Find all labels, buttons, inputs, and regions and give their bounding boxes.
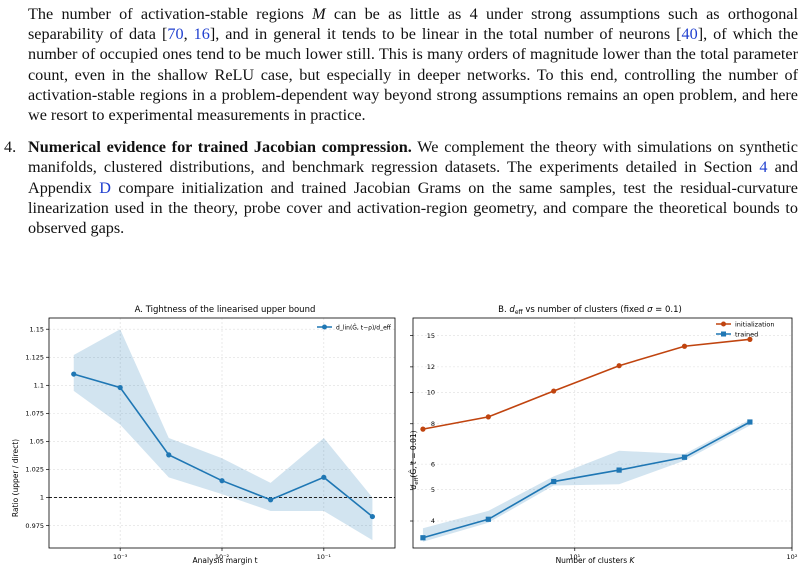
y-tick-label: 4 — [431, 517, 435, 525]
y-tick-label: 6 — [431, 460, 435, 468]
chart-a-legend: d_lin(Ĝ, t−ρ)/d_eff — [317, 324, 392, 332]
confidence-band — [73, 329, 373, 541]
data-point — [681, 343, 688, 349]
series-line — [422, 338, 750, 430]
item-heading: Numerical evidence for trained Jacobian … — [28, 138, 412, 157]
chart-a: A. Tightness of the linearised upper bou… — [11, 305, 396, 565]
text-span: The number of activation-stable regions — [28, 5, 313, 23]
chart-b-band — [422, 419, 750, 542]
legend-marker-trained — [721, 331, 726, 337]
data-point — [321, 474, 327, 480]
chart-b-ylabel: deff(Ĝ, t = 0.01) — [409, 430, 420, 489]
text-span: compare initialization and trained Jacob… — [28, 178, 798, 238]
y-tick-label: 0.975 — [25, 522, 44, 530]
y-tick-label: 1.025 — [25, 466, 44, 474]
chart-b: B. deff vs number of clusters (fixed σ =… — [409, 305, 798, 565]
data-point — [681, 454, 688, 460]
section-link[interactable]: 4 — [759, 158, 768, 177]
text-span: can be as little as 4 under strong assum… — [28, 5, 798, 44]
y-tick-label: 15 — [427, 332, 435, 340]
legend-marker-init — [721, 321, 726, 327]
chart-b-axes: 4 5 6 8 10 12 15 10¹ 10² — [410, 317, 798, 561]
chart-a-ylabel: Ratio (upper / direct) — [11, 439, 20, 517]
x-tick-label: 10⁻² — [215, 553, 230, 561]
y-tick-label: 1.1 — [34, 382, 44, 390]
chart-a-xlabel: Analysis margin t — [192, 556, 257, 565]
citation-link-40[interactable]: 40 — [681, 25, 698, 44]
list-item-4: 4. Numerical evidence for trained Jacobia… — [4, 137, 798, 238]
data-point — [71, 371, 77, 377]
data-point — [420, 535, 426, 541]
confidence-band — [422, 419, 750, 542]
chart-b-title: B. deff vs number of clusters (fixed σ =… — [498, 305, 682, 316]
x-tick-label: 10⁻¹ — [317, 553, 332, 561]
paragraph-regions: The number of activation-stable regions … — [28, 4, 798, 125]
text-span: , — [183, 25, 194, 44]
chart-a-series — [71, 371, 376, 520]
x-tick-label: 10¹ — [569, 553, 580, 561]
y-tick-label: 5 — [431, 486, 435, 494]
data-point — [551, 388, 557, 394]
x-tick-label: 10⁻³ — [113, 553, 128, 561]
plot-frame — [412, 317, 793, 549]
data-point — [616, 363, 622, 369]
chart-b-series — [420, 336, 753, 541]
appendix-link[interactable]: D — [99, 178, 111, 197]
y-tick-label: 8 — [431, 420, 435, 428]
body-text: The number of activation-stable regions … — [4, 4, 798, 238]
y-tick-label: 1.05 — [30, 438, 44, 446]
data-point — [267, 497, 274, 503]
list-number: 4. — [4, 138, 17, 157]
data-point — [551, 478, 557, 485]
chart-b-grid — [413, 318, 793, 548]
data-point — [747, 419, 753, 425]
chart-b-xlabel: Number of clusters K — [556, 556, 636, 565]
legend-label-init: initialization — [735, 321, 775, 329]
chart-b-legend: initialization trained — [716, 321, 775, 339]
data-point — [747, 336, 753, 342]
y-tick-label: 12 — [427, 363, 435, 371]
math-M: M — [312, 5, 326, 23]
citation-link-70[interactable]: 70 — [167, 25, 184, 44]
citation-link-16[interactable]: 16 — [193, 25, 210, 44]
legend-label: d_lin(Ĝ, t−ρ)/d_eff — [336, 325, 392, 332]
data-point — [166, 452, 172, 458]
data-point — [485, 414, 491, 420]
chart-a-band — [73, 329, 373, 541]
y-tick-label: 1.15 — [30, 325, 44, 333]
legend-label-trained: trained — [735, 331, 758, 339]
text-span: ], and in general it tends to be linear … — [209, 25, 682, 44]
legend-marker — [322, 324, 327, 330]
text-span: ], of which the number of occupied ones … — [28, 25, 799, 125]
data-point — [616, 467, 622, 473]
series-line — [422, 421, 751, 539]
data-point — [485, 516, 491, 522]
data-point — [420, 426, 426, 432]
y-tick-label: 1.075 — [25, 410, 44, 418]
y-tick-label: 1.125 — [25, 353, 44, 361]
text-span: and Appendix — [28, 158, 798, 197]
chart-a-title: A. Tightness of the linearised upper bou… — [135, 305, 316, 315]
data-point — [117, 384, 123, 391]
x-tick-label: 10² — [787, 553, 798, 561]
y-tick-label: 10 — [427, 389, 435, 397]
y-tick-label: 1 — [40, 494, 44, 502]
text-span: We complement the theory with simulation… — [28, 138, 798, 177]
chart-a-axes: 0.975 1 1.025 1.05 1.075 1.1 1.125 1.15 10⁻³ 10⁻²… — [25, 317, 396, 561]
data-point — [219, 478, 225, 484]
data-point — [369, 513, 376, 520]
